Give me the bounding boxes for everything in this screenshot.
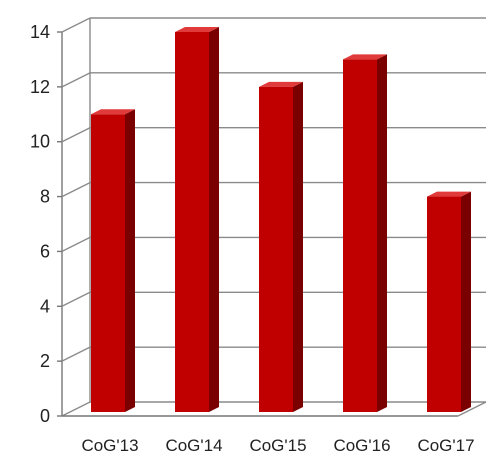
bar-front-face [91, 114, 125, 413]
gridline-slant [61, 72, 91, 88]
bar-top-face [175, 27, 219, 32]
bar-top-face [259, 81, 303, 87]
bar-top-face [427, 191, 471, 197]
bar-side-face [377, 54, 387, 413]
x-tick-label: CoG'17 [417, 436, 474, 455]
y-tick-label: 10 [30, 132, 50, 152]
bars-layer [91, 27, 471, 413]
y-tick-label: 8 [40, 187, 50, 207]
gridline-slant [61, 181, 91, 198]
bar-top-face [343, 54, 387, 60]
bar [259, 81, 303, 412]
bar-front-face [175, 32, 209, 412]
labels-layer: 0 2 4 6 8 10 12 14 CoG'13 CoG'14 CoG'15 CoG'16 CoG'1… [30, 22, 475, 455]
y-tick-label: 6 [40, 241, 50, 261]
gridline-slant [61, 17, 91, 33]
x-tick-label: CoG'13 [81, 436, 138, 455]
bar-side-face [461, 191, 471, 412]
bar-front-face [259, 86, 293, 412]
gridline-slant [61, 236, 91, 253]
bar-side-face [125, 109, 135, 413]
y-tick-label: 2 [40, 351, 50, 371]
bar-front-face [343, 59, 377, 413]
gridline-slant [61, 127, 91, 143]
gridline-slant [61, 291, 91, 307]
bar [91, 109, 135, 413]
gridline-slant [61, 401, 91, 417]
floor-edge [457, 401, 487, 417]
bar [175, 27, 219, 412]
bar [427, 191, 471, 412]
x-tick-label: CoG'16 [333, 436, 390, 455]
y-tick-label: 12 [30, 77, 50, 97]
y-tick-label: 4 [40, 296, 50, 316]
bar-side-face [293, 81, 303, 412]
y-tick-label: 0 [40, 406, 50, 426]
bar-side-face [209, 27, 219, 412]
bar [343, 54, 387, 413]
bar-front-face [427, 196, 461, 412]
bar-top-face [91, 109, 135, 115]
x-tick-label: CoG'15 [249, 436, 306, 455]
x-tick-label: CoG'14 [165, 436, 222, 455]
gridline-slant [61, 346, 91, 362]
y-tick-label: 14 [30, 22, 50, 42]
